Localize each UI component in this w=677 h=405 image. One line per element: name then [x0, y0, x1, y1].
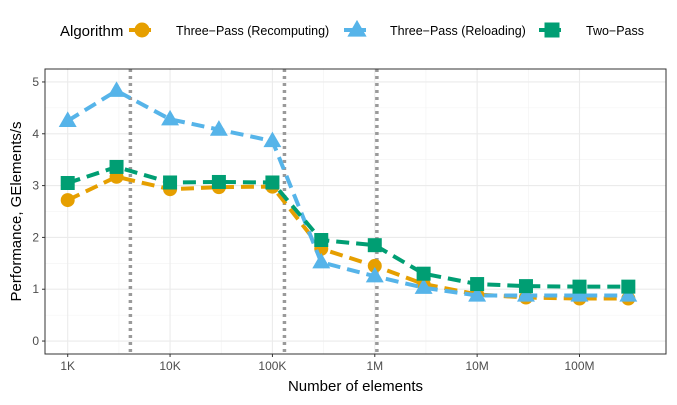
- legend: Algorithm Three−Pass (Recomputing) Three−…: [60, 19, 644, 40]
- data-point: [416, 266, 431, 281]
- data-point: [107, 81, 126, 97]
- legend-item: Three−Pass (Reloading): [344, 19, 526, 38]
- series-line: [66, 88, 629, 298]
- y-tick-label: 1: [32, 282, 39, 296]
- data-point: [621, 279, 636, 294]
- legend-key-marker: [544, 22, 560, 38]
- y-tick-label: 2: [32, 230, 39, 244]
- plot-border: [44, 68, 667, 355]
- series-2: [58, 81, 638, 302]
- x-tick-label: 10M: [465, 359, 488, 373]
- data-point: [209, 120, 228, 136]
- data-point: [312, 252, 331, 269]
- data-point: [367, 258, 382, 273]
- data-point: [60, 176, 75, 190]
- data-point: [58, 111, 77, 127]
- series-line: [66, 174, 629, 301]
- x-tick-label: 1M: [366, 359, 383, 373]
- data-point: [414, 278, 433, 294]
- legend-label: Two−Pass: [586, 24, 644, 38]
- data-point: [60, 193, 75, 208]
- y-axis-title: Performance, GElements/s: [8, 121, 25, 301]
- grid: [45, 69, 666, 354]
- data-point: [468, 285, 487, 302]
- x-tick-label: 10K: [159, 359, 180, 373]
- legend-label: Three−Pass (Reloading): [390, 24, 526, 38]
- data-point: [619, 285, 638, 302]
- data-point: [572, 279, 587, 294]
- x-tick-label: 100K: [258, 359, 286, 373]
- data-point: [211, 174, 226, 189]
- legend-item: Three−Pass (Recomputing): [129, 22, 329, 38]
- data-point: [367, 238, 382, 253]
- legend-title: Algorithm: [60, 23, 123, 40]
- y-tick-label: 5: [32, 75, 39, 89]
- y-tick-label: 4: [32, 127, 39, 141]
- x-axis-title: Number of elements: [288, 378, 423, 395]
- data-point: [365, 266, 384, 283]
- data-point: [516, 285, 535, 302]
- series-line: [67, 164, 629, 289]
- data-point: [570, 285, 589, 302]
- y-tick-label: 0: [32, 334, 39, 348]
- reference-lines: [128, 69, 379, 354]
- legend-key-marker: [134, 22, 150, 38]
- data-point: [265, 175, 280, 190]
- data-point: [263, 131, 282, 148]
- data-point: [161, 109, 180, 126]
- data-point: [470, 277, 485, 292]
- legend-label: Three−Pass (Recomputing): [176, 24, 329, 38]
- x-tick-label: 1K: [60, 359, 75, 373]
- data-point: [518, 279, 533, 294]
- data-point: [109, 159, 124, 174]
- data-point: [314, 233, 329, 247]
- data-point: [163, 175, 178, 190]
- x-tick-label: 100M: [564, 359, 594, 373]
- series-3: [60, 159, 636, 294]
- legend-item: Two−Pass: [539, 22, 644, 38]
- axes: 0 1 2 3 4 5 1K 10K 100K 1M 10M 100M: [32, 75, 594, 373]
- y-tick-label: 3: [32, 179, 39, 193]
- series-layer: [58, 81, 638, 306]
- legend-key-marker: [347, 19, 367, 37]
